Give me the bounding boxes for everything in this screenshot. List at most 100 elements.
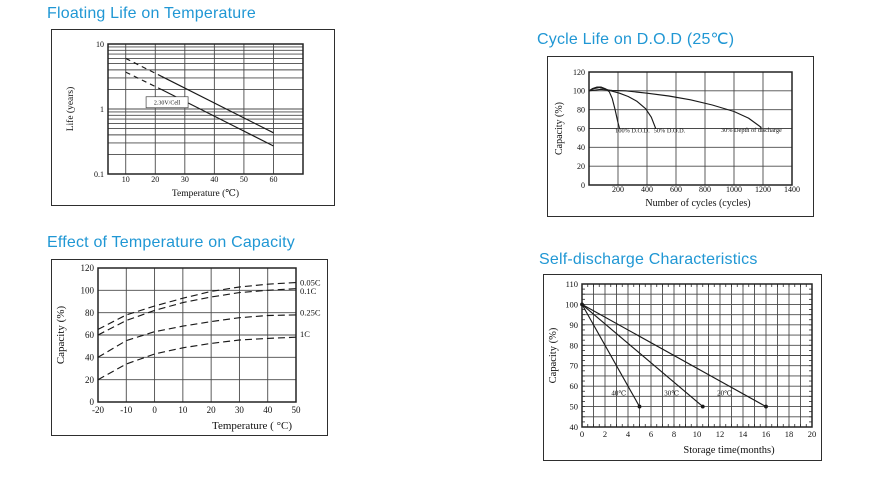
- y-tick-label: 120: [573, 68, 585, 77]
- series-label: 30℃: [664, 389, 679, 397]
- y-tick-label: 40: [570, 422, 579, 432]
- x-tick-label: -10: [120, 405, 132, 415]
- y-tick-label: 10: [96, 40, 104, 49]
- series-label: 0.1C: [300, 286, 317, 296]
- plot-border: [107, 43, 304, 175]
- series-label: 20℃: [717, 389, 732, 397]
- y-tick-label: 60: [85, 330, 95, 340]
- series-rate-1C: [97, 336, 297, 381]
- chart-title-cycle-life: Cycle Life on D.O.D (25℃): [537, 31, 735, 48]
- x-tick-label: 30: [181, 175, 189, 184]
- y-tick-label: 0.1: [94, 170, 104, 179]
- x-tick-label: 6: [649, 429, 653, 439]
- chart-title-floating-life: Floating Life on Temperature: [47, 5, 256, 22]
- self-discharge-plot: 0 2 4 6 8 10 12 14 16 18 20 40 50 60 70 80 90 100 110 40℃ 30…: [548, 279, 817, 456]
- y-tick-label: 100: [81, 285, 95, 295]
- chart-temperature-capacity: -20 -10 0 10 20 30 40 50 0 20 40 60 80 100 120 0.05C 0.1…: [51, 259, 328, 436]
- x-axis-label: Temperature ( °C): [212, 420, 292, 432]
- series-label: 0.25C: [300, 308, 321, 318]
- x-tick-label: 2: [603, 429, 607, 439]
- x-tick-label: 60: [269, 175, 277, 184]
- y-tick-label: 80: [85, 308, 95, 318]
- series-label: 0.05C: [300, 278, 321, 288]
- y-tick-label: 80: [570, 340, 579, 350]
- y-tick-label: 50: [570, 402, 579, 412]
- series-label: 100% D.O.D.: [615, 127, 650, 134]
- x-tick-label: 50: [292, 405, 302, 415]
- x-tick-label: 20: [207, 405, 217, 415]
- x-tick-label: -20: [92, 405, 104, 415]
- y-tick-label: 90: [570, 320, 579, 330]
- x-tick-label: 50: [240, 175, 248, 184]
- cycle-life-plot: 200 400 600 800 1000 1200 1400 0 20 40 60 80 100 120 1…: [554, 68, 800, 209]
- y-axis-label: Life (years): [65, 87, 76, 132]
- x-tick-label: 16: [762, 429, 771, 439]
- chart-cycle-life: 200 400 600 800 1000 1200 1400 0 20 40 60 80 100 120 1…: [547, 56, 814, 217]
- y-tick-label: 40: [577, 143, 585, 152]
- x-tick-label: 800: [699, 185, 711, 194]
- series-float-life-lower: [125, 71, 162, 90]
- x-tick-label: 40: [263, 405, 273, 415]
- y-tick-label: 20: [577, 162, 585, 171]
- marker-temp-40C: [637, 404, 642, 409]
- x-tick-label: 30: [235, 405, 245, 415]
- plot-border: [588, 71, 793, 186]
- y-tick-label: 1: [100, 105, 104, 114]
- y-tick-label: 70: [570, 361, 579, 371]
- x-tick-label: 0: [152, 405, 157, 415]
- series-temp-30C: [581, 303, 704, 408]
- y-tick-label: 0: [581, 181, 585, 190]
- temperature-capacity-plot: -20 -10 0 10 20 30 40 50 0 20 40 60 80 100 120 0.05C0.1…: [55, 263, 321, 432]
- x-tick-label: 20: [808, 429, 817, 439]
- marker-temp-20C: [764, 404, 768, 409]
- plot-border: [581, 283, 813, 428]
- x-tick-label: 10: [122, 175, 130, 184]
- y-axis-label: Capacity (%): [548, 327, 559, 383]
- x-tick-label: 14: [739, 429, 748, 439]
- floating-life-plot: 10 20 30 40 50 60 10 1 0.1 2.30V/Cell Temperature …: [65, 40, 304, 199]
- x-tick-label: 12: [716, 429, 725, 439]
- series-temp-40C: [581, 304, 641, 407]
- series-float-life-upper: [125, 57, 162, 77]
- series-temp-20C: [581, 303, 767, 408]
- series-rate-0.05C: [97, 281, 297, 330]
- x-tick-label: 40: [210, 175, 218, 184]
- y-tick-label: 110: [566, 279, 578, 289]
- chart-title-self-discharge: Self-discharge Characteristics: [539, 251, 758, 268]
- y-tick-label: 40: [85, 352, 95, 362]
- x-tick-label: 8: [672, 429, 676, 439]
- y-tick-label: 0: [90, 397, 95, 407]
- x-tick-label: 1000: [726, 185, 742, 194]
- series-float-life-upper: [160, 75, 274, 134]
- y-tick-label: 60: [570, 381, 579, 391]
- series-dod-30: [588, 88, 762, 129]
- series-dod-100: [588, 86, 621, 129]
- x-tick-label: 10: [693, 429, 702, 439]
- chart-title-temperature-capacity: Effect of Temperature on Capacity: [47, 234, 295, 251]
- series-label: 50% D.O.D.: [654, 127, 686, 134]
- series-rate-0.25C: [97, 314, 297, 358]
- series-dod-50: [588, 86, 657, 129]
- x-tick-label: 20: [151, 175, 159, 184]
- marker-temp-30C: [700, 404, 705, 409]
- y-tick-label: 20: [85, 375, 95, 385]
- series-label: 40℃: [611, 389, 626, 397]
- x-tick-label: 1200: [755, 185, 771, 194]
- series-label: 30% Depth of discharge: [721, 127, 782, 134]
- annotation-label: 2.30V/Cell: [154, 100, 181, 106]
- y-tick-label: 100: [565, 299, 578, 309]
- x-tick-label: 200: [612, 185, 624, 194]
- chart-floating-life: 10 20 30 40 50 60 10 1 0.1 2.30V/Cell Temperature …: [51, 29, 335, 206]
- y-axis-label: Capacity (%): [554, 102, 565, 155]
- annotation-box: [145, 96, 189, 109]
- x-tick-label: 400: [641, 185, 653, 194]
- y-tick-label: 60: [577, 124, 585, 133]
- x-tick-label: 10: [178, 405, 188, 415]
- x-axis-label: Temperature (℃): [172, 188, 239, 199]
- x-tick-label: 4: [626, 429, 631, 439]
- x-tick-label: 1400: [784, 185, 800, 194]
- chart-self-discharge: 0 2 4 6 8 10 12 14 16 18 20 40 50 60 70 80 90 100 110 40℃ 30…: [543, 274, 822, 461]
- y-axis-label: Capacity (%): [55, 305, 67, 364]
- x-tick-label: 18: [785, 429, 794, 439]
